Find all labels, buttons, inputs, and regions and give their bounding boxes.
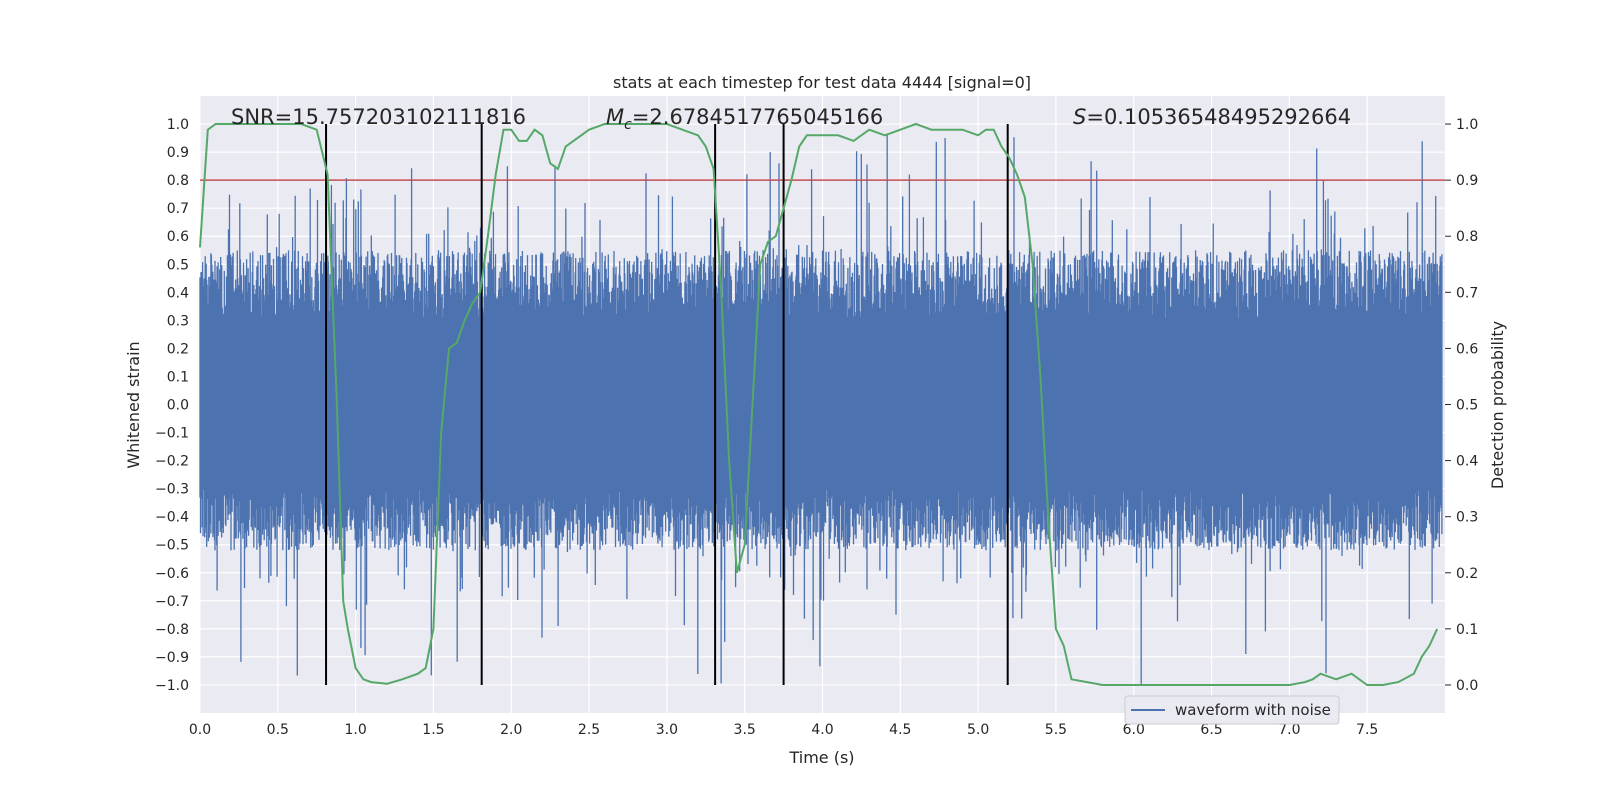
- x-tick-label: 0.5: [267, 722, 289, 738]
- y2-tick-label: 1.0: [1456, 117, 1478, 133]
- x-tick-label: 5.0: [967, 722, 989, 738]
- legend: waveform with noise: [1124, 695, 1340, 725]
- y-tick-label: 0.6: [167, 229, 189, 245]
- y-tick-label: 0.5: [167, 257, 189, 273]
- x-tick-label: 3.0: [656, 722, 678, 738]
- y2-tick-label: 0.1: [1456, 622, 1478, 638]
- y2-tick-label: 0.3: [1456, 510, 1478, 526]
- x-axis-ticks: 0.0 0.5 1.0 1.5 2.0 2.5 3.0 3.5 4.0 4.5 5.0 5.5 6.0 6…: [189, 722, 1378, 738]
- y2-tick-label: 0.9: [1456, 173, 1478, 189]
- y-axis-label: Whitened strain: [124, 341, 143, 468]
- y-tick-label: −0.5: [155, 538, 189, 554]
- x-tick-label: 7.5: [1356, 722, 1378, 738]
- x-tick-label: 2.0: [500, 722, 522, 738]
- y-tick-label: −0.6: [155, 566, 189, 582]
- y-tick-label: −0.3: [155, 482, 189, 498]
- y-tick-label: 0.4: [167, 285, 189, 301]
- chart-title: stats at each timestep for test data 444…: [613, 73, 1031, 92]
- vertical-markers: [325, 124, 1009, 685]
- y2-tick-label: 0.0: [1456, 678, 1478, 694]
- x-tick-label: 1.0: [344, 722, 366, 738]
- y-tick-label: −1.0: [155, 678, 189, 694]
- probability-series: [199, 122, 1439, 686]
- detection-probability-line: [199, 122, 1439, 686]
- y2-tick-label: 0.2: [1456, 566, 1478, 582]
- y2-tick-label: 0.8: [1456, 229, 1478, 245]
- y-tick-label: −0.4: [155, 510, 189, 526]
- legend-label: waveform with noise: [1175, 701, 1331, 719]
- y-tick-label: −0.8: [155, 622, 189, 638]
- s-annotation: S=0.10536548495292664: [1073, 105, 1351, 129]
- y-tick-label: −0.2: [155, 454, 189, 470]
- x-tick-label: 7.0: [1278, 722, 1300, 738]
- y-tick-label: −0.1: [155, 426, 189, 442]
- y-tick-label: 0.3: [167, 313, 189, 329]
- y-tick-label: 0.0: [167, 398, 189, 414]
- x-tick-label: 3.5: [734, 722, 756, 738]
- y-tick-label: −0.7: [155, 594, 189, 610]
- y2-axis-label: Detection probability: [1488, 321, 1507, 489]
- y-tick-label: −0.9: [155, 650, 189, 666]
- y-tick-label: 0.2: [167, 341, 189, 357]
- y2-tick-label: 0.4: [1456, 454, 1478, 470]
- y-tick-label: 0.1: [167, 369, 189, 385]
- y-tick-label: 1.0: [167, 117, 189, 133]
- chirp-mass-annotation: Mc=2.6784517765045166: [606, 105, 883, 133]
- snr-annotation: SNR=15.757203102111816: [231, 105, 526, 129]
- y2-tick-label: 0.6: [1456, 341, 1478, 357]
- y-axis-ticks: 1.0 0.9 0.8 0.7 0.6 0.5 0.4 0.3 0.2 0.1 0.0 −0.1 −0.…: [155, 117, 189, 694]
- x-tick-label: 5.5: [1045, 722, 1067, 738]
- y-tick-label: 0.8: [167, 173, 189, 189]
- y2-tick-label: 0.5: [1456, 398, 1478, 414]
- x-tick-label: 4.5: [889, 722, 911, 738]
- x-tick-label: 6.0: [1123, 722, 1145, 738]
- x-tick-label: 4.0: [811, 722, 833, 738]
- x-tick-label: 1.5: [422, 722, 444, 738]
- legend-box: [1124, 695, 1340, 725]
- y2-axis-ticks: 1.0 0.9 0.8 0.7 0.6 0.5 0.4 0.3 0.2 0.1 0.0: [1445, 117, 1478, 694]
- x-tick-label: 2.5: [578, 722, 600, 738]
- x-axis-label: Time (s): [788, 748, 854, 767]
- y-tick-label: 0.7: [167, 201, 189, 217]
- x-tick-label: 6.5: [1200, 722, 1222, 738]
- y-tick-label: 0.9: [167, 145, 189, 161]
- y2-tick-label: 0.7: [1456, 285, 1478, 301]
- x-tick-label: 0.0: [189, 722, 211, 738]
